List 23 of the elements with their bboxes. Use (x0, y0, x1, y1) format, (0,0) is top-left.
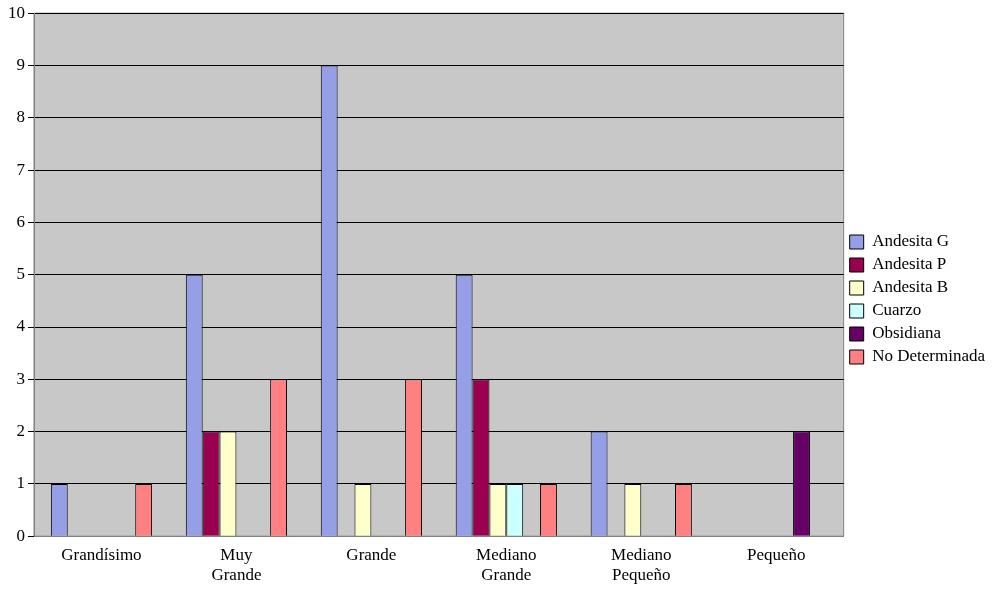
y-tick-label: 2 (16, 421, 25, 441)
x-tick-label: Mediano Pequeño (611, 544, 672, 585)
y-tick-label: 4 (16, 316, 26, 336)
legend-label: Cuarzo (872, 300, 922, 320)
y-tick-label: 1 (16, 473, 25, 493)
x-tick-label: Grande (346, 544, 397, 564)
x-tick-label: Grandísimo (61, 544, 142, 564)
legend-label: No Determinada (872, 346, 986, 366)
y-tick-label: 6 (16, 211, 25, 231)
x-tick-label: Mediano Grande (476, 544, 537, 585)
y-tick-label: 8 (16, 107, 25, 127)
legend-label: Andesita B (872, 277, 949, 297)
x-tick-label: Muy Grande (211, 544, 262, 585)
y-tick-label: 0 (16, 525, 25, 545)
y-tick-label: 9 (16, 54, 25, 74)
y-tick-label: 5 (16, 264, 25, 284)
legend-label: Andesita P (872, 254, 947, 274)
y-tick-label: 7 (16, 159, 26, 179)
y-tick-label: 10 (8, 2, 25, 22)
y-tick-label: 3 (16, 368, 25, 388)
legend-label: Obsidiana (872, 323, 942, 343)
legend-label: Andesita G (872, 231, 950, 251)
x-tick-label: Pequeño (746, 544, 806, 564)
